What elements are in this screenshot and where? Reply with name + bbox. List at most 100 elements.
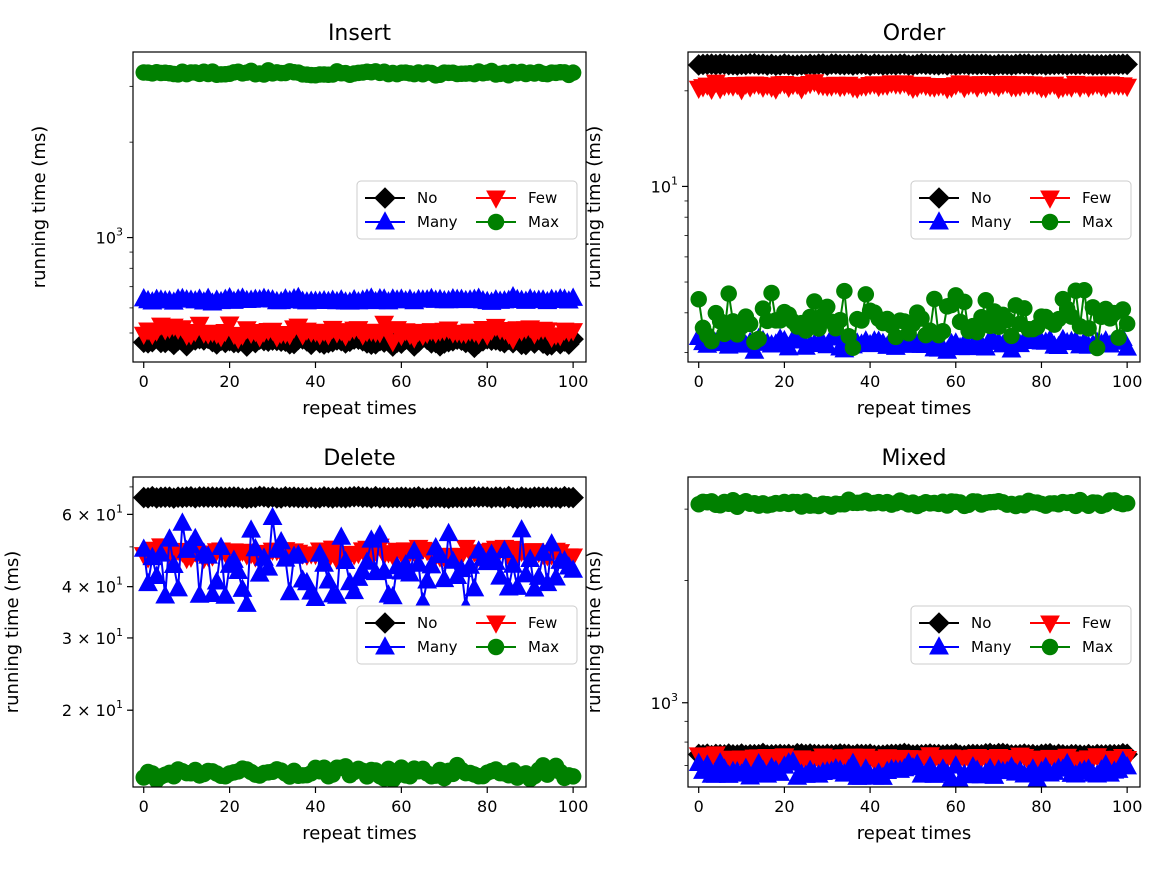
series-few — [688, 74, 1138, 101]
data-point — [211, 536, 231, 555]
data-point — [361, 529, 382, 548]
data-point — [400, 563, 420, 582]
legend-item-few: Few — [476, 189, 557, 209]
subplot-insert: Insert 0 20 40 60 80 100 103 repeat times running… — [29, 21, 588, 419]
data-point — [417, 570, 438, 589]
data-point — [1116, 53, 1138, 76]
data-point — [245, 538, 266, 557]
y-tick-label: 101 — [651, 174, 678, 196]
data-point — [703, 332, 720, 350]
data-point — [563, 548, 584, 567]
x-tick-label: 60 — [946, 372, 966, 391]
data-point — [249, 563, 270, 582]
data-point — [235, 335, 258, 357]
x-tick-label: 60 — [946, 797, 966, 816]
data-point — [503, 554, 523, 573]
series-few — [133, 315, 584, 353]
data-point — [1076, 281, 1093, 299]
x-tick-label: 0 — [694, 372, 704, 391]
legend-label: Max — [1082, 213, 1113, 231]
legend-marker — [928, 612, 950, 634]
data-point — [1117, 756, 1138, 775]
legend-box — [910, 180, 1132, 240]
x-tick-label: 80 — [477, 372, 497, 391]
y-tick-label: 4 × 101 — [62, 575, 123, 597]
legend-label: Few — [528, 189, 557, 207]
data-point — [464, 578, 485, 597]
data-point — [720, 285, 737, 302]
x-tick-label: 20 — [774, 797, 794, 816]
data-point — [151, 543, 171, 562]
x-tick-label: 40 — [305, 797, 325, 816]
data-point — [537, 572, 558, 592]
legend: No Few Many Max — [356, 605, 578, 665]
legend-marker — [1041, 638, 1059, 656]
data-point — [818, 298, 836, 316]
legend-label: No — [971, 189, 991, 207]
data-point — [1117, 337, 1138, 356]
x-tick-label: 40 — [860, 797, 880, 816]
data-point — [460, 555, 480, 574]
x-tick-label: 100 — [558, 797, 589, 816]
data-point — [185, 527, 206, 546]
legend-marker — [375, 636, 395, 655]
x-tick-label: 100 — [1112, 797, 1143, 816]
data-point — [322, 540, 343, 559]
subplot-order: Order 0 20 40 60 80 100 101 repeat times running … — [584, 21, 1142, 419]
data-point — [327, 585, 347, 604]
plot-area — [133, 485, 584, 787]
series-max — [135, 62, 582, 84]
subplot-mixed: Mixed 0 20 40 60 80 100 103 repeat times running … — [584, 446, 1142, 844]
series-many — [133, 286, 584, 311]
legend-marker — [1040, 190, 1060, 209]
data-point — [279, 581, 300, 601]
data-point — [258, 557, 279, 576]
data-point — [705, 764, 726, 783]
data-point — [1118, 315, 1136, 333]
data-point — [546, 567, 566, 586]
legend-marker — [374, 612, 396, 634]
data-point — [331, 526, 352, 545]
data-point — [783, 751, 803, 770]
data-point — [810, 320, 827, 337]
y-axis-label: running time (ms) — [29, 126, 50, 289]
x-axis-label: repeat times — [857, 823, 971, 844]
legend-label: Many — [971, 213, 1012, 231]
legend: No Few Many Max — [910, 180, 1132, 240]
data-point — [369, 524, 390, 543]
legend-item-max: Max — [1030, 638, 1113, 656]
data-point — [241, 519, 261, 538]
x-tick-label: 0 — [139, 797, 149, 816]
data-point — [533, 542, 553, 561]
x-tick-label: 80 — [1031, 797, 1051, 816]
data-point — [520, 548, 541, 567]
data-point — [430, 544, 450, 564]
legend: No Few Many Max — [356, 180, 578, 240]
subplot-title: Order — [883, 21, 946, 46]
data-point — [945, 755, 966, 774]
data-point — [404, 540, 425, 559]
data-point — [421, 555, 442, 574]
legend-item-no: No — [365, 612, 437, 634]
y-tick-label: 6 × 101 — [62, 502, 123, 524]
data-point — [797, 322, 815, 339]
data-point — [716, 325, 733, 343]
series-max — [135, 756, 582, 787]
data-point — [541, 533, 562, 552]
legend-item-no: No — [919, 612, 991, 634]
data-point — [690, 291, 707, 308]
data-point — [563, 323, 584, 342]
data-point — [741, 315, 759, 333]
axes-frame — [687, 476, 1141, 788]
data-point — [189, 584, 210, 603]
data-point — [806, 293, 823, 310]
y-tick-label: 103 — [651, 691, 678, 713]
data-point — [562, 486, 584, 509]
data-point — [934, 323, 952, 340]
data-point — [563, 559, 584, 578]
x-tick-label: 0 — [139, 372, 149, 391]
legend-marker — [1041, 213, 1059, 231]
legend-label: Few — [1082, 614, 1111, 632]
data-point — [438, 522, 459, 542]
